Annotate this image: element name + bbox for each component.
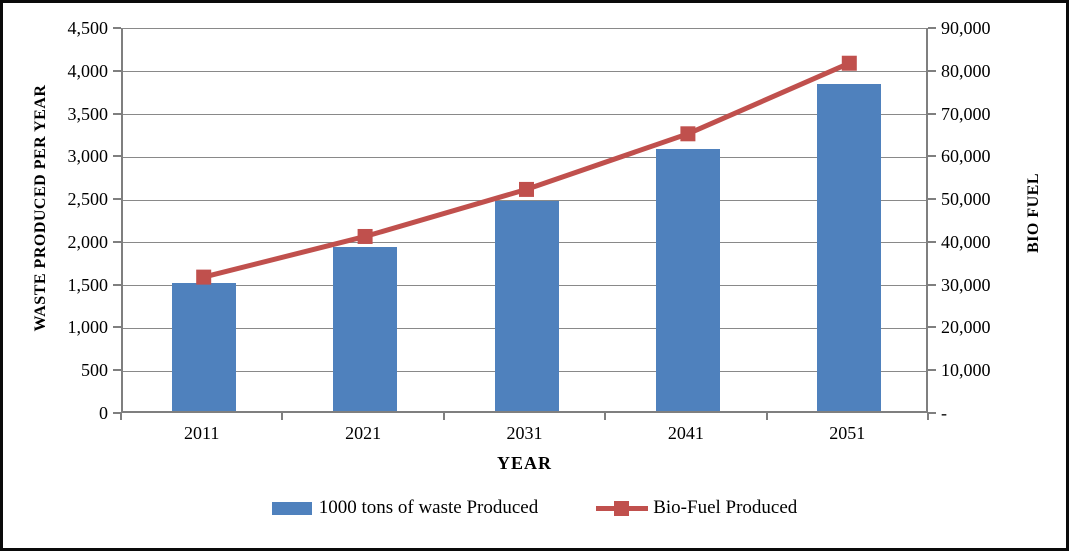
bar — [655, 149, 720, 411]
x-axis-tick-label: 2011 — [184, 423, 220, 443]
x-axis-tick-label: 2031 — [506, 423, 543, 443]
left-axis-tick-label: 4,000 — [67, 60, 109, 81]
right-axis-tick-label: 80,000 — [941, 60, 991, 81]
right-axis-tick-label: - — [941, 403, 947, 423]
right-axis-tick-label: 20,000 — [941, 317, 991, 338]
right-axis-tick-label: 60,000 — [941, 146, 991, 167]
left-axis-tick — [113, 326, 121, 329]
x-axis-tick — [765, 413, 768, 420]
x-axis-tick-label: 2021 — [345, 423, 382, 443]
left-axis-tick — [113, 283, 121, 286]
left-axis-tick-label: 3,500 — [67, 103, 109, 124]
legend-item-waste: 1000 tons of waste Produced — [271, 497, 539, 519]
legend-label-biofuel: Bio-Fuel Produced — [653, 497, 798, 518]
line-series-path — [203, 60, 851, 280]
line-marker — [841, 55, 857, 71]
line-sample-marker — [614, 500, 630, 516]
bar — [171, 282, 236, 411]
right-axis-tick-label: 40,000 — [941, 231, 991, 252]
x-axis-tick-label: 2041 — [667, 423, 704, 443]
right-axis-tick — [928, 155, 936, 158]
right-axis-tick — [928, 69, 936, 72]
legend-item-biofuel: Bio-Fuel Produced — [596, 497, 797, 519]
line-marker — [357, 228, 373, 244]
left-axis-tick — [113, 155, 121, 158]
bar — [333, 246, 398, 411]
x-axis-tick — [120, 413, 122, 420]
x-axis-tick — [442, 413, 445, 420]
left-axis-tick — [113, 412, 121, 414]
line-series-layer — [196, 55, 857, 285]
x-axis-tick-label: 2051 — [829, 423, 866, 443]
left-axis-tick-label: 2,000 — [67, 231, 109, 252]
right-axis-tick-label: 50,000 — [941, 189, 991, 210]
gridline — [123, 71, 926, 73]
right-axis-tick-label: 90,000 — [941, 18, 991, 38]
gridline — [123, 114, 926, 116]
right-axis-tick — [928, 112, 936, 115]
line-marker — [680, 126, 696, 142]
left-axis-tick-label: 3,000 — [67, 146, 109, 167]
right-axis-tick — [928, 283, 936, 286]
right-axis-tick-label: 10,000 — [941, 360, 991, 381]
x-axis-title: YEAR — [496, 453, 552, 473]
x-axis-tick — [604, 413, 607, 420]
left-axis-tick-label: 0 — [99, 403, 108, 423]
right-axis-tick — [928, 326, 936, 329]
left-axis-tick-label: 4,500 — [67, 18, 109, 38]
left-axis-tick — [113, 198, 121, 201]
line-marker — [519, 181, 534, 197]
gridline — [123, 156, 926, 158]
right-axis-tick — [928, 412, 936, 414]
left-axis-tick-label: 1,500 — [67, 274, 109, 295]
right-axis-tick — [928, 369, 936, 372]
left-axis-tick-label: 500 — [81, 360, 108, 381]
right-axis-tick — [928, 240, 936, 243]
x-axis-tick — [281, 413, 284, 420]
right-axis-tick-label: 30,000 — [941, 274, 991, 295]
line-marker — [196, 269, 212, 285]
line-series-swatch — [596, 500, 649, 516]
bar — [494, 201, 559, 411]
left-axis-tick — [113, 69, 121, 72]
bar — [817, 84, 882, 411]
gridline — [123, 199, 926, 201]
right-axis-tick-label: 70,000 — [941, 103, 991, 124]
left-axis-tick-label: 2,500 — [67, 189, 109, 210]
bar-series-swatch — [271, 501, 312, 515]
legend: 1000 tons of waste Produced Bio-Fuel Pro… — [3, 497, 1066, 519]
x-axis-tick — [927, 413, 929, 420]
plot-area — [121, 28, 928, 413]
left-axis-tick — [113, 369, 121, 372]
right-axis-title: BIO FUEL — [1025, 172, 1042, 254]
left-axis-tick-label: 1,000 — [67, 317, 109, 338]
left-axis-tick — [113, 27, 121, 29]
right-axis-tick — [928, 198, 936, 201]
left-axis-tick — [113, 112, 121, 115]
legend-label-waste: 1000 tons of waste Produced — [318, 497, 539, 518]
left-axis-tick — [113, 240, 121, 243]
right-axis-tick — [928, 27, 936, 29]
